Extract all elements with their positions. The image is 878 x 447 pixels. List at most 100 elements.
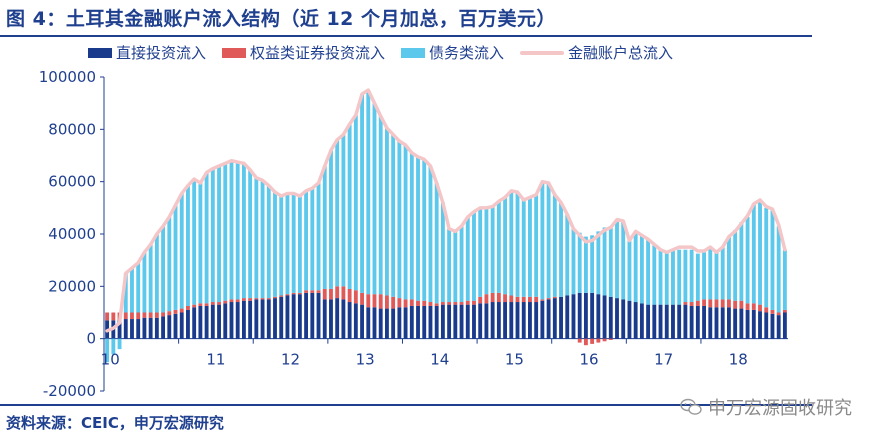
bar-segment <box>708 247 713 300</box>
bar-segment <box>758 311 762 339</box>
bar-segment <box>739 300 744 309</box>
bar-segment <box>521 302 526 339</box>
bar-segment <box>608 296 613 339</box>
bar-segment <box>776 312 781 316</box>
bar-segment <box>596 294 601 339</box>
legend-item-total: 金融账户总流入 <box>520 42 673 63</box>
bar-segment <box>167 315 172 339</box>
bar-segment <box>279 295 284 297</box>
bar-segment <box>304 290 309 293</box>
bar-segment <box>111 338 116 355</box>
bar-segment <box>590 235 595 293</box>
bar-segment <box>161 316 166 339</box>
bar-segment <box>397 307 402 339</box>
bar-segment <box>210 304 215 339</box>
bar-segment <box>528 302 532 339</box>
bar-segment <box>770 309 775 314</box>
bar-segment <box>422 305 427 339</box>
bar-segment <box>360 304 364 339</box>
bar-segment <box>403 145 408 300</box>
bar-segment <box>727 299 731 308</box>
bar-segment <box>248 169 253 299</box>
bar-segment <box>521 199 526 297</box>
bar-segment <box>254 298 259 300</box>
bar-segment <box>198 182 203 304</box>
bar-segment <box>540 181 545 300</box>
bar-segment <box>534 302 539 339</box>
bar-segment <box>428 165 433 303</box>
x-tick-label: 15 <box>505 351 524 369</box>
bar-segment <box>173 313 178 339</box>
bar-segment <box>733 300 738 309</box>
bar-segment <box>677 249 682 305</box>
bar-segment <box>496 201 501 293</box>
bar-segment <box>496 302 501 339</box>
bar-segment <box>577 232 582 293</box>
bar-segment <box>329 288 333 300</box>
bar-segment <box>266 298 271 300</box>
bar-segment <box>571 228 576 295</box>
x-tick-label: 13 <box>356 351 375 369</box>
bar-segment <box>204 303 209 306</box>
bar-segment <box>322 288 327 300</box>
bar-segment <box>341 299 346 339</box>
legend-label-debt: 债务类流入 <box>429 44 505 62</box>
bar-segment <box>764 307 769 313</box>
bar-segment <box>689 302 694 306</box>
x-tick-label: 10 <box>101 351 120 369</box>
source-note: 资料来源：CEIC，申万宏源研究 <box>6 414 224 432</box>
bar-segment <box>186 305 190 310</box>
bar-segment <box>671 304 675 339</box>
bar-segment <box>509 190 514 296</box>
bar-segment <box>403 307 408 339</box>
bar-segment <box>329 150 333 289</box>
bar-segment <box>472 304 476 339</box>
bar-segment <box>472 300 476 305</box>
bar-segment <box>646 304 651 339</box>
bar-segment <box>758 304 762 312</box>
bar-segment <box>105 312 110 321</box>
bar-segment <box>105 338 110 363</box>
bar-segment <box>720 247 725 300</box>
bar-segment <box>440 302 445 305</box>
bar-segment <box>378 116 383 295</box>
bar-segment <box>341 286 346 300</box>
bar-segment <box>229 160 234 300</box>
bar-segment <box>664 252 669 305</box>
bar-segment <box>229 302 234 339</box>
bar-segment <box>465 304 470 339</box>
bar-segment <box>770 313 775 339</box>
bar-segment <box>720 307 725 339</box>
bar-segment <box>472 211 476 301</box>
bar-segment <box>397 298 402 308</box>
bar-segment <box>764 207 769 308</box>
bar-segment <box>130 268 134 313</box>
y-tick-label: 100000 <box>39 68 96 86</box>
bar-segment <box>633 302 638 339</box>
bar-segment <box>453 231 458 303</box>
watermark: 申万宏源固收研究 <box>680 394 852 420</box>
bar-segment <box>167 311 172 316</box>
bar-segment <box>689 305 694 339</box>
bar-segment <box>335 286 340 299</box>
bar-segment <box>322 299 327 339</box>
total-inflow-line <box>105 88 787 333</box>
bar-segment <box>745 303 750 310</box>
bar-segment <box>689 249 694 303</box>
bar-segment <box>353 303 358 339</box>
bar-segment <box>776 226 781 313</box>
bar-segment <box>391 134 396 297</box>
bar-segment <box>440 202 445 303</box>
bar-segment <box>727 236 731 300</box>
bar-segment <box>117 338 122 350</box>
bar-segment <box>782 249 787 310</box>
bar-segment <box>335 139 340 287</box>
bar-segment <box>335 298 340 339</box>
bar-segment <box>590 338 595 344</box>
chart-title: 图 4：土耳其金融账户流入结构（近 12 个月加总，百万美元） <box>6 8 557 30</box>
bar-segment <box>260 299 265 339</box>
bar-segment <box>528 296 532 303</box>
bar-segment <box>534 194 539 297</box>
bar-segment <box>285 193 290 295</box>
